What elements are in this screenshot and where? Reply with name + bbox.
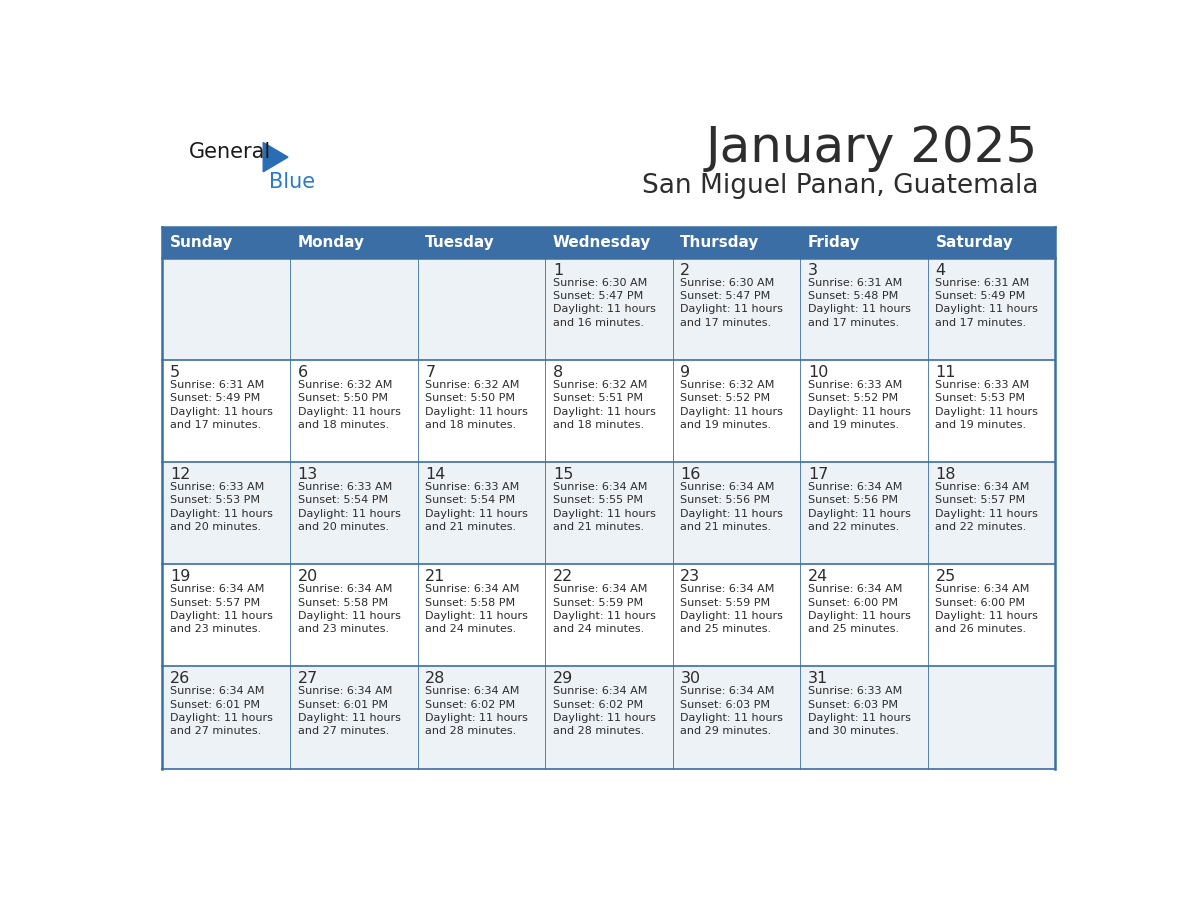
Text: 6: 6	[298, 364, 308, 380]
Text: General: General	[189, 142, 271, 162]
Text: 18: 18	[935, 467, 956, 482]
Text: Monday: Monday	[298, 235, 365, 250]
Bar	[163, 666, 1055, 768]
Text: 28: 28	[425, 671, 446, 686]
Bar	[163, 462, 1055, 565]
Text: Sunrise: 6:34 AM
Sunset: 5:59 PM
Daylight: 11 hours
and 24 minutes.: Sunrise: 6:34 AM Sunset: 5:59 PM Dayligh…	[552, 585, 656, 634]
Text: 12: 12	[170, 467, 190, 482]
Text: Sunrise: 6:30 AM
Sunset: 5:47 PM
Daylight: 11 hours
and 16 minutes.: Sunrise: 6:30 AM Sunset: 5:47 PM Dayligh…	[552, 278, 656, 328]
Text: Sunrise: 6:34 AM
Sunset: 6:02 PM
Daylight: 11 hours
and 28 minutes.: Sunrise: 6:34 AM Sunset: 6:02 PM Dayligh…	[425, 687, 529, 736]
Text: 15: 15	[552, 467, 573, 482]
Text: Sunrise: 6:34 AM
Sunset: 5:55 PM
Daylight: 11 hours
and 21 minutes.: Sunrise: 6:34 AM Sunset: 5:55 PM Dayligh…	[552, 482, 656, 532]
Text: 30: 30	[681, 671, 701, 686]
Bar	[417, 227, 545, 258]
Text: Sunrise: 6:33 AM
Sunset: 6:03 PM
Daylight: 11 hours
and 30 minutes.: Sunrise: 6:33 AM Sunset: 6:03 PM Dayligh…	[808, 687, 911, 736]
Text: 20: 20	[298, 569, 318, 584]
Text: Sunrise: 6:32 AM
Sunset: 5:50 PM
Daylight: 11 hours
and 18 minutes.: Sunrise: 6:32 AM Sunset: 5:50 PM Dayligh…	[298, 380, 400, 430]
Text: 7: 7	[425, 364, 436, 380]
Text: 25: 25	[935, 569, 955, 584]
Bar	[163, 258, 1055, 360]
Text: Sunrise: 6:33 AM
Sunset: 5:54 PM
Daylight: 11 hours
and 20 minutes.: Sunrise: 6:33 AM Sunset: 5:54 PM Dayligh…	[298, 482, 400, 532]
Text: Sunrise: 6:33 AM
Sunset: 5:53 PM
Daylight: 11 hours
and 19 minutes.: Sunrise: 6:33 AM Sunset: 5:53 PM Dayligh…	[935, 380, 1038, 430]
Text: 16: 16	[681, 467, 701, 482]
Text: 26: 26	[170, 671, 190, 686]
Text: Sunrise: 6:33 AM
Sunset: 5:53 PM
Daylight: 11 hours
and 20 minutes.: Sunrise: 6:33 AM Sunset: 5:53 PM Dayligh…	[170, 482, 273, 532]
Bar	[290, 227, 417, 258]
Bar	[801, 227, 928, 258]
Text: 10: 10	[808, 364, 828, 380]
Text: 23: 23	[681, 569, 701, 584]
Text: January 2025: January 2025	[706, 124, 1038, 172]
Text: Sunrise: 6:34 AM
Sunset: 5:56 PM
Daylight: 11 hours
and 21 minutes.: Sunrise: 6:34 AM Sunset: 5:56 PM Dayligh…	[681, 482, 783, 532]
Text: Sunrise: 6:33 AM
Sunset: 5:54 PM
Daylight: 11 hours
and 21 minutes.: Sunrise: 6:33 AM Sunset: 5:54 PM Dayligh…	[425, 482, 529, 532]
Text: Sunrise: 6:34 AM
Sunset: 6:01 PM
Daylight: 11 hours
and 27 minutes.: Sunrise: 6:34 AM Sunset: 6:01 PM Dayligh…	[298, 687, 400, 736]
Text: Wednesday: Wednesday	[552, 235, 651, 250]
Text: Sunrise: 6:34 AM
Sunset: 6:02 PM
Daylight: 11 hours
and 28 minutes.: Sunrise: 6:34 AM Sunset: 6:02 PM Dayligh…	[552, 687, 656, 736]
Text: 22: 22	[552, 569, 573, 584]
Text: 5: 5	[170, 364, 181, 380]
Polygon shape	[264, 142, 287, 172]
Text: Sunrise: 6:34 AM
Sunset: 5:57 PM
Daylight: 11 hours
and 23 minutes.: Sunrise: 6:34 AM Sunset: 5:57 PM Dayligh…	[170, 585, 273, 634]
Text: Sunrise: 6:34 AM
Sunset: 6:01 PM
Daylight: 11 hours
and 27 minutes.: Sunrise: 6:34 AM Sunset: 6:01 PM Dayligh…	[170, 687, 273, 736]
Text: Sunrise: 6:34 AM
Sunset: 6:00 PM
Daylight: 11 hours
and 26 minutes.: Sunrise: 6:34 AM Sunset: 6:00 PM Dayligh…	[935, 585, 1038, 634]
Text: 21: 21	[425, 569, 446, 584]
Text: 8: 8	[552, 364, 563, 380]
Text: Sunrise: 6:31 AM
Sunset: 5:48 PM
Daylight: 11 hours
and 17 minutes.: Sunrise: 6:31 AM Sunset: 5:48 PM Dayligh…	[808, 278, 911, 328]
Text: Sunday: Sunday	[170, 235, 234, 250]
Text: Sunrise: 6:34 AM
Sunset: 5:57 PM
Daylight: 11 hours
and 22 minutes.: Sunrise: 6:34 AM Sunset: 5:57 PM Dayligh…	[935, 482, 1038, 532]
Bar	[163, 565, 1055, 666]
Text: Sunrise: 6:31 AM
Sunset: 5:49 PM
Daylight: 11 hours
and 17 minutes.: Sunrise: 6:31 AM Sunset: 5:49 PM Dayligh…	[935, 278, 1038, 328]
Text: Tuesday: Tuesday	[425, 235, 495, 250]
Text: Sunrise: 6:34 AM
Sunset: 6:00 PM
Daylight: 11 hours
and 25 minutes.: Sunrise: 6:34 AM Sunset: 6:00 PM Dayligh…	[808, 585, 911, 634]
Text: Sunrise: 6:30 AM
Sunset: 5:47 PM
Daylight: 11 hours
and 17 minutes.: Sunrise: 6:30 AM Sunset: 5:47 PM Dayligh…	[681, 278, 783, 328]
Text: 2: 2	[681, 263, 690, 277]
Text: Sunrise: 6:32 AM
Sunset: 5:52 PM
Daylight: 11 hours
and 19 minutes.: Sunrise: 6:32 AM Sunset: 5:52 PM Dayligh…	[681, 380, 783, 430]
Text: 24: 24	[808, 569, 828, 584]
Bar	[163, 360, 1055, 462]
Text: 27: 27	[298, 671, 318, 686]
Bar	[163, 227, 290, 258]
Text: Thursday: Thursday	[681, 235, 760, 250]
Text: Sunrise: 6:34 AM
Sunset: 5:59 PM
Daylight: 11 hours
and 25 minutes.: Sunrise: 6:34 AM Sunset: 5:59 PM Dayligh…	[681, 585, 783, 634]
Bar	[928, 227, 1055, 258]
Text: 3: 3	[808, 263, 817, 277]
Text: Sunrise: 6:31 AM
Sunset: 5:49 PM
Daylight: 11 hours
and 17 minutes.: Sunrise: 6:31 AM Sunset: 5:49 PM Dayligh…	[170, 380, 273, 430]
Text: Sunrise: 6:34 AM
Sunset: 6:03 PM
Daylight: 11 hours
and 29 minutes.: Sunrise: 6:34 AM Sunset: 6:03 PM Dayligh…	[681, 687, 783, 736]
Text: Sunrise: 6:32 AM
Sunset: 5:50 PM
Daylight: 11 hours
and 18 minutes.: Sunrise: 6:32 AM Sunset: 5:50 PM Dayligh…	[425, 380, 529, 430]
Bar	[672, 227, 801, 258]
Text: Blue: Blue	[268, 172, 315, 192]
Text: Sunrise: 6:33 AM
Sunset: 5:52 PM
Daylight: 11 hours
and 19 minutes.: Sunrise: 6:33 AM Sunset: 5:52 PM Dayligh…	[808, 380, 911, 430]
Text: Friday: Friday	[808, 235, 860, 250]
Text: 9: 9	[681, 364, 690, 380]
Text: Sunrise: 6:34 AM
Sunset: 5:56 PM
Daylight: 11 hours
and 22 minutes.: Sunrise: 6:34 AM Sunset: 5:56 PM Dayligh…	[808, 482, 911, 532]
Text: Sunrise: 6:34 AM
Sunset: 5:58 PM
Daylight: 11 hours
and 23 minutes.: Sunrise: 6:34 AM Sunset: 5:58 PM Dayligh…	[298, 585, 400, 634]
Text: 29: 29	[552, 671, 573, 686]
Text: 14: 14	[425, 467, 446, 482]
Text: 17: 17	[808, 467, 828, 482]
Text: Sunrise: 6:34 AM
Sunset: 5:58 PM
Daylight: 11 hours
and 24 minutes.: Sunrise: 6:34 AM Sunset: 5:58 PM Dayligh…	[425, 585, 529, 634]
Bar	[545, 227, 672, 258]
Text: 13: 13	[298, 467, 318, 482]
Text: 11: 11	[935, 364, 956, 380]
Text: 1: 1	[552, 263, 563, 277]
Text: 19: 19	[170, 569, 190, 584]
Text: Sunrise: 6:32 AM
Sunset: 5:51 PM
Daylight: 11 hours
and 18 minutes.: Sunrise: 6:32 AM Sunset: 5:51 PM Dayligh…	[552, 380, 656, 430]
Text: 4: 4	[935, 263, 946, 277]
Text: 31: 31	[808, 671, 828, 686]
Text: San Miguel Panan, Guatemala: San Miguel Panan, Guatemala	[642, 174, 1038, 199]
Text: Saturday: Saturday	[935, 235, 1013, 250]
